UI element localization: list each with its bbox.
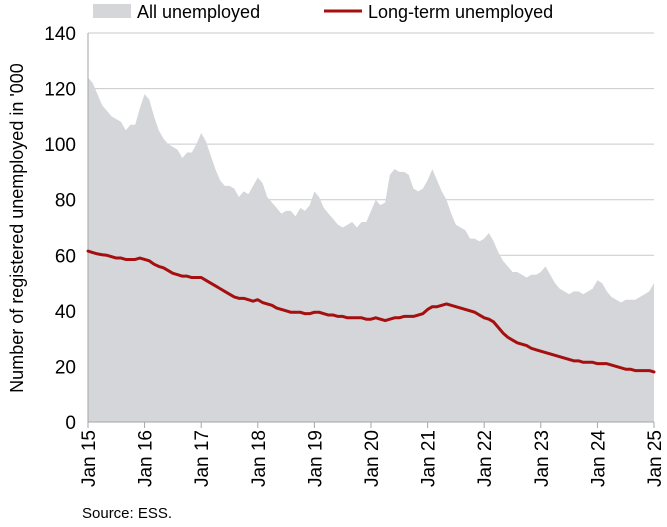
y-tick-label-40: 40 (55, 302, 76, 323)
x-tick-label-jan-22: Jan 22 (475, 430, 496, 487)
x-tick-label-jan-21: Jan 21 (419, 430, 440, 487)
y-tick-label-120: 120 (44, 80, 76, 101)
legend-label-long-term-unemployed: Long-term unemployed (368, 2, 553, 22)
x-tick-label-jan-19: Jan 19 (305, 430, 326, 487)
x-tick-label-jan-18: Jan 18 (249, 430, 270, 487)
x-tick-label-jan-17: Jan 17 (192, 430, 213, 487)
axes-layer (87, 33, 655, 428)
legend: All unemployed Long-term unemployed (93, 2, 553, 22)
y-tick-label-80: 80 (55, 191, 76, 212)
legend-label-all-unemployed: All unemployed (137, 2, 260, 22)
area-all-unemployed (88, 77, 654, 423)
y-tick-label-20: 20 (55, 357, 76, 378)
line-layer (86, 249, 656, 374)
source-note: Source: ESS. (82, 505, 172, 522)
x-tick-labels: Jan 15 Jan 16 Jan 17 Jan 18 Jan 19 Jan 20 Jan … (79, 430, 666, 487)
y-tick-label-60: 60 (55, 246, 76, 267)
legend-swatch-all-unemployed (93, 4, 131, 18)
y-tick-label-100: 100 (44, 135, 76, 156)
area-layer (88, 77, 654, 423)
x-tick-label-jan-20: Jan 20 (362, 430, 383, 487)
line-long-term-unemployed (86, 249, 656, 374)
x-tick-label-jan-24: Jan 24 (588, 430, 609, 487)
y-tick-labels: 0 20 40 60 80 100 120 140 (44, 24, 76, 434)
x-tick-label-jan-23: Jan 23 (532, 430, 553, 487)
x-tick-label-jan-15: Jan 15 (79, 430, 100, 487)
y-tick-label-0: 0 (65, 413, 76, 434)
x-tick-label-jan-25: Jan 25 (645, 430, 666, 487)
y-axis-title: Number of registered unemployed in '000 (7, 63, 27, 393)
y-tick-label-140: 140 (44, 24, 76, 45)
x-tick-label-jan-16: Jan 16 (136, 430, 157, 487)
